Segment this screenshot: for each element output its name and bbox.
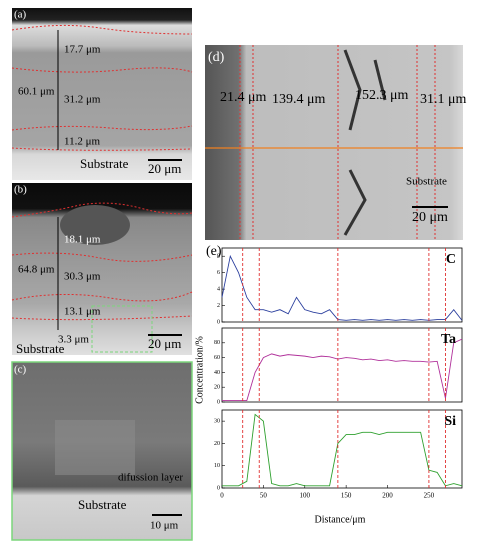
x-axis-label: Distance/μm — [315, 514, 366, 525]
y-tick-label: 2 — [217, 303, 220, 309]
boundary — [11, 125, 193, 131]
panel-label: (b) — [14, 184, 27, 196]
y-tick-label: 6 — [217, 270, 220, 276]
zoom-box — [91, 305, 153, 353]
boundary — [11, 147, 193, 151]
plot-frame — [221, 409, 463, 489]
element-label: C — [446, 252, 456, 267]
y-axis-label: Concentration/% — [194, 336, 205, 404]
data-line — [222, 338, 463, 401]
y-tick-label: 20 — [214, 441, 220, 447]
thickness: 152.3 μm — [355, 88, 409, 103]
layer-label: difussion layer — [118, 472, 183, 484]
y-tick-label: 30 — [214, 419, 220, 425]
scale-label: 20 μm — [148, 161, 181, 176]
y-tick-label: 0 — [217, 319, 220, 325]
crack — [343, 49, 387, 236]
plot-frame — [221, 327, 463, 403]
thickness: 18.1 μm — [64, 234, 101, 246]
thickness: 31.2 μm — [64, 94, 101, 106]
panel-b: (b) 18.1 μm 64.8 μm 30.3 μm 13.1 μm 3.3 … — [11, 183, 193, 356]
structure — [55, 420, 135, 475]
panel-label: (a) — [14, 9, 27, 21]
thickness: 17.7 μm — [64, 44, 101, 56]
y-tick-label: 8 — [217, 254, 220, 260]
panel-d: (d) 21.4 μm 139.4 μm 152.3 μm 31.1 μm Su… — [205, 45, 467, 240]
boundary — [11, 24, 193, 35]
thickness: 3.3 μm — [58, 334, 89, 346]
boundary — [11, 202, 193, 218]
panel-c: (c) difussion layer Substrate 10 μm — [11, 361, 193, 541]
x-tick-label: 150 — [341, 492, 352, 500]
thickness: 21.4 μm — [220, 90, 267, 105]
y-tick-label: 40 — [214, 370, 220, 376]
thickness: 11.2 μm — [64, 136, 100, 148]
x-tick-label: 50 — [260, 492, 268, 500]
x-tick-label: 250 — [424, 492, 435, 500]
panel-label: (c) — [14, 364, 27, 376]
substrate-label: Substrate — [80, 156, 129, 171]
substrate-label: Substrate — [78, 497, 127, 512]
panel-a: (a) 17.7 μm 60.1 μm 31.2 μm 11.2 μm Subs… — [11, 8, 193, 180]
panel-e: (e) Concentration/% Distance/μm 0 2 4 6 8 C 0 2… — [194, 244, 463, 525]
plot-frame — [221, 247, 463, 323]
thickness: 64.8 μm — [18, 264, 55, 276]
y-tick-label: 4 — [217, 286, 220, 292]
thickness: 139.4 μm — [272, 92, 326, 107]
y-tick-label: 10 — [214, 463, 220, 469]
y-tick-label: 0 — [217, 399, 220, 405]
element-label: Ta — [441, 332, 456, 347]
scale-label: 10 μm — [150, 520, 179, 532]
void-region — [60, 205, 130, 245]
element-label: Si — [444, 414, 456, 429]
boundary — [11, 252, 193, 262]
scale-label: 20 μm — [148, 336, 181, 351]
x-tick-label: 200 — [382, 492, 393, 500]
y-tick-label: 80 — [214, 340, 220, 346]
thickness: 31.1 μm — [420, 92, 467, 107]
micrograph — [12, 8, 192, 180]
boundary — [11, 67, 193, 73]
boundary — [11, 291, 193, 302]
y-tick-label: 60 — [214, 355, 220, 361]
panel-label: (d) — [208, 50, 225, 65]
thickness: 13.1 μm — [64, 306, 101, 318]
thickness: 30.3 μm — [64, 271, 101, 283]
panel-label: (e) — [206, 244, 222, 259]
x-tick-label: 0 — [220, 492, 224, 500]
y-tick-label: 0 — [217, 485, 220, 491]
boundary — [11, 315, 193, 321]
data-line — [222, 413, 463, 487]
x-tick-label: 100 — [300, 492, 311, 500]
data-line — [221, 254, 463, 321]
thickness: 60.1 μm — [18, 86, 55, 98]
substrate-label: Substrate — [16, 341, 65, 356]
substrate-label: Substrate — [406, 176, 447, 188]
scale-label: 20 μm — [412, 210, 448, 225]
y-tick-label: 20 — [214, 385, 220, 391]
